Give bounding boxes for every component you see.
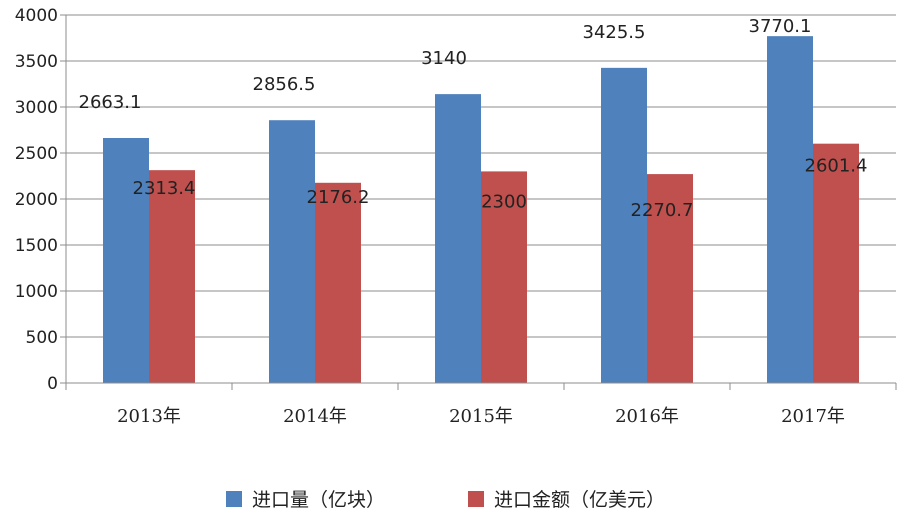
data-label: 2300 <box>481 191 527 212</box>
bar-import-value <box>813 143 859 383</box>
data-labels: 2663.1 2856.5 3140 3425.5 3770.1 2313.4 2176.2… <box>79 16 868 221</box>
x-tick-label: 2017年 <box>781 406 845 427</box>
data-label: 2270.7 <box>631 200 694 221</box>
data-label: 2313.4 <box>133 178 196 199</box>
data-label: 3425.5 <box>583 22 646 43</box>
x-tick-label: 2014年 <box>283 406 347 427</box>
bar-import-volume <box>767 36 813 384</box>
legend-swatch <box>226 491 242 507</box>
y-axis-ticks: 0 500 1000 1500 2000 2500 3000 3500 4000 <box>15 6 66 394</box>
x-tick-label: 2015年 <box>449 406 513 427</box>
x-tick-label: 2013年 <box>117 406 181 427</box>
legend-swatch <box>468 491 484 507</box>
y-tick-label: 2000 <box>15 190 58 210</box>
y-tick-label: 2500 <box>15 144 58 164</box>
legend: 进口量（亿块） 进口金额（亿美元） <box>226 489 665 511</box>
bar-import-volume <box>269 120 315 384</box>
bar-import-volume <box>435 94 481 384</box>
y-tick-label: 1000 <box>15 282 58 302</box>
bar-import-value <box>315 182 361 383</box>
data-label: 2601.4 <box>805 156 868 177</box>
y-tick-label: 4000 <box>15 6 58 26</box>
legend-label: 进口金额（亿美元） <box>494 489 665 511</box>
bar-import-volume <box>103 137 149 383</box>
data-label: 2856.5 <box>253 74 316 95</box>
bar-import-volume <box>601 67 647 383</box>
y-tick-label: 3500 <box>15 52 58 72</box>
bar-import-value <box>149 170 195 383</box>
legend-label: 进口量（亿块） <box>252 489 385 511</box>
bar-import-value <box>647 174 693 383</box>
x-tick-label: 2016年 <box>615 406 679 427</box>
data-label: 2663.1 <box>79 92 142 113</box>
y-tick-label: 1500 <box>15 236 58 256</box>
y-tick-label: 3000 <box>15 98 58 118</box>
y-tick-label: 0 <box>47 374 58 394</box>
data-label: 3770.1 <box>749 16 812 37</box>
bar-import-value <box>481 171 527 383</box>
bars <box>103 36 859 384</box>
y-tick-label: 500 <box>26 328 58 348</box>
x-axis-ticks: 2013年 2014年 2015年 2016年 2017年 <box>65 383 897 427</box>
data-label: 3140 <box>421 48 467 69</box>
data-label: 2176.2 <box>307 187 370 208</box>
